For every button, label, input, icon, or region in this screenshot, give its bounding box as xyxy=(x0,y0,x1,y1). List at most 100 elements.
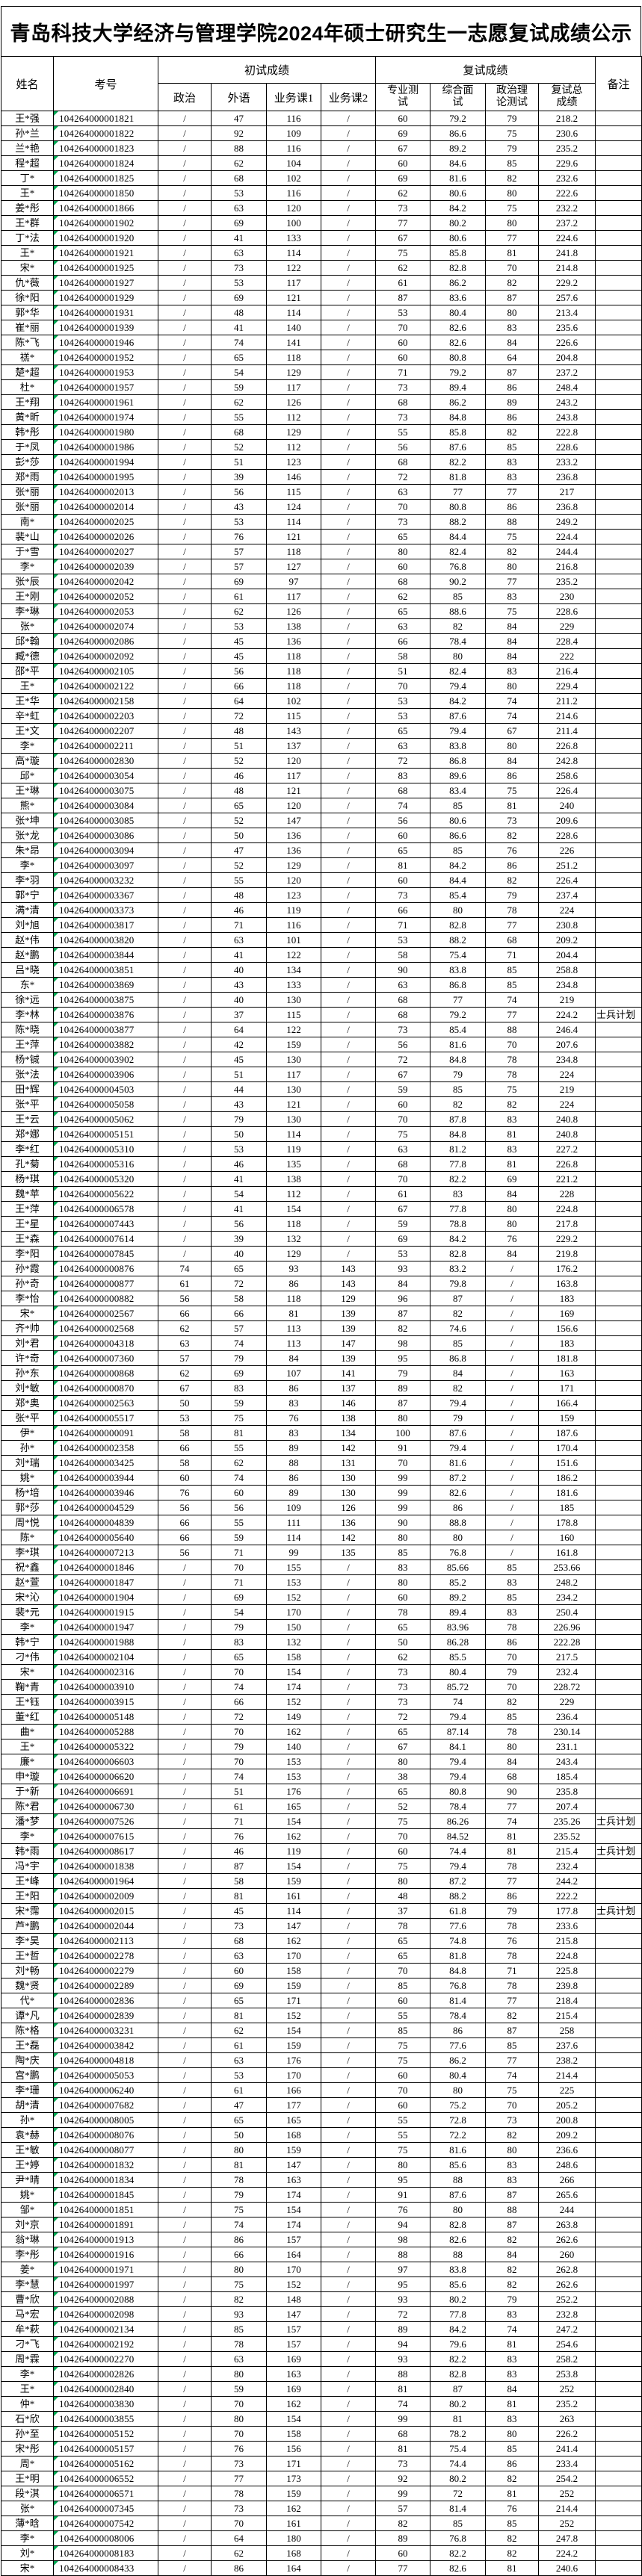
cell-name: 魏*苹 xyxy=(1,1186,54,1202)
cell-note xyxy=(595,439,642,455)
cell-foreign-language: 53 xyxy=(211,618,267,634)
cell-professional-test: 88 xyxy=(375,2366,431,2382)
cell-course2: / xyxy=(320,335,377,350)
cell-comprehensive-interview: 83.6 xyxy=(430,290,487,305)
cell-exam-no: 104264000006730 xyxy=(53,1798,158,1814)
cell-exam-no: 104264000002203 xyxy=(53,708,158,724)
cell-course2: / xyxy=(320,693,377,709)
cell-note xyxy=(595,2291,642,2307)
cell-course1: 130 xyxy=(266,1081,321,1097)
cell-note xyxy=(595,574,642,589)
cell-professional-test: 66 xyxy=(375,902,431,918)
col-header-course1: 业务课1 xyxy=(266,83,321,111)
cell-political-theory-test: 77 xyxy=(485,230,540,246)
cell-politics: / xyxy=(158,857,212,873)
cell-note xyxy=(595,1306,642,1321)
cell-comprehensive-interview: 84.8 xyxy=(430,1052,487,1067)
cell-name: 田*辉 xyxy=(1,1081,54,1097)
cell-exam-no: 104264000001988 xyxy=(53,1634,158,1650)
cell-course2: / xyxy=(320,2306,377,2322)
cell-foreign-language: 72 xyxy=(211,1709,267,1725)
cell-professional-test: 94 xyxy=(375,2217,431,2232)
cell-name: 王*阳 xyxy=(1,1888,54,1904)
cell-course1: 135 xyxy=(266,1156,321,1172)
cell-comprehensive-interview: 82.8 xyxy=(430,260,487,276)
cell-retest-total: 258.6 xyxy=(538,768,596,783)
cell-political-theory-test: / xyxy=(485,1545,540,1560)
col-group-retest-scores: 复试成绩 xyxy=(375,56,596,84)
cell-course2: / xyxy=(320,768,377,783)
cell-name: 李*羽 xyxy=(1,872,54,888)
cell-comprehensive-interview: 83.8 xyxy=(430,2262,487,2277)
cell-foreign-language: 44 xyxy=(211,1081,267,1097)
cell-professional-test: 73 xyxy=(375,1022,431,1037)
cell-politics: / xyxy=(158,2411,212,2427)
cell-course1: 121 xyxy=(266,529,321,544)
cell-note xyxy=(595,618,642,634)
cell-retest-total: 237.2 xyxy=(538,215,596,231)
cell-retest-total: 244.2 xyxy=(538,1873,596,1889)
cell-comprehensive-interview: 82.2 xyxy=(430,2351,487,2367)
cell-politics: 67 xyxy=(158,1380,212,1396)
cell-note xyxy=(595,2471,642,2486)
cell-name: 孙*兰 xyxy=(1,125,54,141)
cell-exam-no: 104264000003902 xyxy=(53,1052,158,1067)
cell-course1: 112 xyxy=(266,439,321,455)
cell-retest-total: 209.2 xyxy=(538,2127,596,2143)
cell-name: 王*敏 xyxy=(1,2142,54,2158)
cell-foreign-language: 59 xyxy=(211,1530,267,1545)
cell-course2: / xyxy=(320,618,377,634)
cell-foreign-language: 45 xyxy=(211,1903,267,1919)
table-row: 郭*华 104264000001931/48 114/53 80.4 80 213.4 xyxy=(1,305,642,320)
cell-political-theory-test: 84 xyxy=(485,648,540,664)
cell-exam-no: 104264000003910 xyxy=(53,1679,158,1695)
cell-course2: / xyxy=(320,364,377,380)
cell-course1: 162 xyxy=(266,1724,321,1739)
cell-name: 王*峰 xyxy=(1,1873,54,1889)
cell-professional-test: 88 xyxy=(375,2247,431,2262)
cell-retest-total: 214.8 xyxy=(538,260,596,276)
cell-comprehensive-interview: 86.2 xyxy=(430,394,487,410)
cell-comprehensive-interview: 83.2 xyxy=(430,1261,487,1276)
cell-professional-test: 99 xyxy=(375,1485,431,1500)
cell-politics: / xyxy=(158,1828,212,1844)
cell-course2: / xyxy=(320,2411,377,2427)
cell-name: 孙* xyxy=(1,1440,54,1456)
cell-retest-total: 228.6 xyxy=(538,828,596,843)
cell-course2: / xyxy=(320,2276,377,2292)
cell-political-theory-test: 82 xyxy=(485,275,540,291)
cell-course1: 154 xyxy=(266,2202,321,2217)
cell-foreign-language: 63 xyxy=(211,932,267,948)
cell-retest-total: 225 xyxy=(538,2082,596,2098)
cell-exam-no: 104264000001834 xyxy=(53,2172,158,2188)
cell-politics: / xyxy=(158,320,212,335)
cell-name: 于*凤 xyxy=(1,439,54,455)
cell-political-theory-test: 82 xyxy=(485,2262,540,2277)
cell-exam-no: 104264000003367 xyxy=(53,887,158,903)
cell-name: 祝*鑫 xyxy=(1,1559,54,1575)
table-row: 王*萍 104264000006578/41 154/67 77.8 80 224.8 xyxy=(1,1201,642,1217)
table-row: 尹*晴 104264000001834/78 163/95 88 83 266 xyxy=(1,2172,642,2188)
cell-comprehensive-interview: 79.8 xyxy=(430,1276,487,1291)
table-row: 曹*欣 104264000002088/82 148/93 80.2 79 252.2 xyxy=(1,2291,642,2307)
cell-political-theory-test: 86 xyxy=(485,1634,540,1650)
cell-course1: 115 xyxy=(266,708,321,724)
cell-note xyxy=(595,230,642,246)
cell-course1: 136 xyxy=(266,828,321,843)
cell-politics: / xyxy=(158,1798,212,1814)
cell-retest-total: 214.4 xyxy=(538,2501,596,2516)
cell-retest-total: 160 xyxy=(538,1530,596,1545)
cell-course2: / xyxy=(320,813,377,828)
cell-course1: 107 xyxy=(266,1365,321,1381)
cell-course2: / xyxy=(320,2262,377,2277)
cell-professional-test: 60 xyxy=(375,350,431,365)
cell-political-theory-test: / xyxy=(485,1440,540,1456)
cell-professional-test: 56 xyxy=(375,1037,431,1052)
cell-professional-test: 72 xyxy=(375,1052,431,1067)
cell-comprehensive-interview: 87.6 xyxy=(430,708,487,724)
cell-exam-no: 104264000001980 xyxy=(53,424,158,440)
cell-comprehensive-interview: 89.6 xyxy=(430,768,487,783)
cell-exam-no: 104264000003906 xyxy=(53,1067,158,1082)
cell-comprehensive-interview: 80 xyxy=(430,2202,487,2217)
cell-retest-total: 229.2 xyxy=(538,1231,596,1247)
